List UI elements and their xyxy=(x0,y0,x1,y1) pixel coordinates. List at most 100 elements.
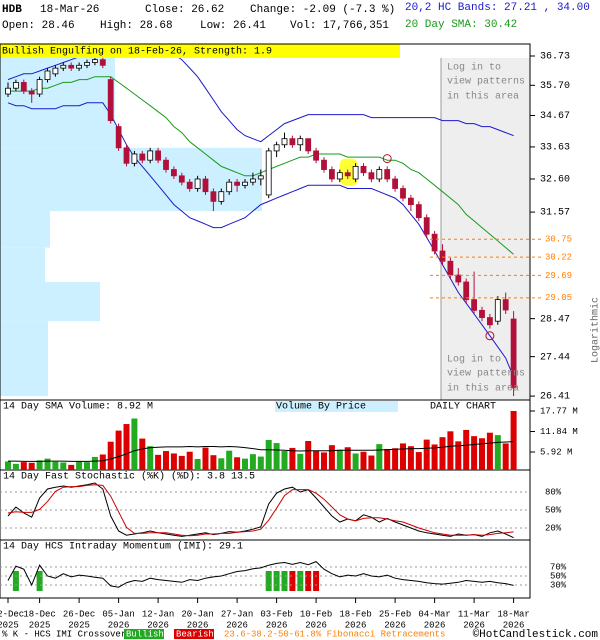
volume-bar xyxy=(400,443,406,470)
candle-body xyxy=(273,144,280,152)
x-tick-label: 20-Jan xyxy=(181,609,213,619)
x-tick-label: 2026 xyxy=(424,620,446,630)
volume-bar xyxy=(494,435,501,470)
x-tick-label: 2025 xyxy=(29,620,51,630)
volume-bar xyxy=(249,454,256,470)
candle-body xyxy=(313,150,320,161)
volume-bar xyxy=(392,448,399,470)
x-tick-label: 27-Jan xyxy=(221,609,253,619)
volume-bar xyxy=(218,458,225,470)
candle-body xyxy=(226,181,233,193)
candle-body xyxy=(234,181,241,186)
volume-bar xyxy=(265,439,272,470)
candle-body xyxy=(423,217,430,235)
imi-bar xyxy=(281,571,288,591)
y-tick-label: 26.41 xyxy=(540,392,570,403)
x-tick-label: 03-Feb xyxy=(260,609,292,619)
volume-bar xyxy=(5,461,11,470)
low: Low: 26.41 xyxy=(200,20,266,32)
x-tick-label: 18-Mar xyxy=(497,609,529,619)
y-tick-label: 70% xyxy=(550,562,567,572)
candle-body xyxy=(139,153,146,161)
candle-body xyxy=(92,59,98,63)
volume-bar xyxy=(336,449,343,470)
volume-bar xyxy=(68,464,75,470)
candle-body xyxy=(115,126,122,149)
candle-body xyxy=(147,150,154,161)
candle-body xyxy=(392,178,399,189)
y-tick-label: 50% xyxy=(550,571,567,581)
footer-bullish: Bullish xyxy=(126,629,164,639)
volume-bar xyxy=(186,451,193,470)
candle-body xyxy=(352,166,359,180)
x-tick-label: 26-Dec xyxy=(63,609,95,619)
candle-body xyxy=(257,175,264,180)
date: 18-Mar-26 xyxy=(40,4,99,16)
volume-bar xyxy=(194,458,201,470)
volume-bar xyxy=(510,411,517,470)
volume-bar xyxy=(289,447,296,470)
x-tick-label: 2026 xyxy=(108,620,130,630)
candle-body xyxy=(510,318,517,389)
volume-bar xyxy=(471,436,478,470)
imi-bar xyxy=(273,571,280,591)
volume-bar xyxy=(281,451,288,470)
x-tick-label: 18-Dec xyxy=(23,609,55,619)
volume-bar xyxy=(115,430,122,470)
volume-by-price-bar xyxy=(0,211,50,248)
footer-bearish: Bearish xyxy=(176,629,214,639)
imi-bar xyxy=(289,571,296,591)
volume-bar xyxy=(84,462,90,470)
volume-bar xyxy=(376,444,383,470)
volume-bar xyxy=(20,462,27,470)
imi-line xyxy=(7,561,514,588)
pattern-banner: Bullish Engulfing on 18-Feb-26, Strength… xyxy=(2,46,272,58)
candle-body xyxy=(289,138,296,146)
x-tick-label: 2026 xyxy=(187,620,209,630)
candle-body xyxy=(281,138,288,146)
y-tick-label: 27.44 xyxy=(540,352,570,363)
candle-body xyxy=(155,150,162,161)
fib-label: 29.05 xyxy=(545,293,572,303)
y-tick-label: 80% xyxy=(545,487,562,497)
candle-body xyxy=(305,138,312,152)
x-tick-label: 12-Dec xyxy=(0,609,24,619)
candle-body xyxy=(60,64,67,69)
volume-label: 14 Day SMA Volume: 8.92 M xyxy=(3,401,153,413)
volume-bar xyxy=(226,450,233,470)
stochastic-line xyxy=(7,482,514,539)
volume-total: Vol: 17,766,351 xyxy=(290,20,389,32)
volume-bar xyxy=(60,462,67,470)
volume-bar xyxy=(328,445,335,470)
candle-body xyxy=(376,169,383,180)
x-tick-label: 25-Feb xyxy=(379,609,411,619)
volume-bar xyxy=(202,447,209,470)
candle-body xyxy=(36,79,43,95)
high: High: 28.68 xyxy=(100,20,173,32)
fib-label: 30.22 xyxy=(545,253,572,263)
candle-body xyxy=(52,67,59,75)
candle-body xyxy=(471,299,478,311)
volume-bar xyxy=(147,446,154,470)
locked-text: Log in to xyxy=(447,62,501,74)
volume-bar xyxy=(447,431,454,470)
candle-body xyxy=(384,169,391,180)
vbp-label: Volume By Price xyxy=(276,401,366,413)
volume-bar xyxy=(76,461,83,470)
x-tick-label: 05-Jan xyxy=(102,609,134,619)
close: Close: 26.62 xyxy=(145,4,224,16)
change: Change: -2.09 (-7.3 %) xyxy=(250,4,395,16)
price-panel xyxy=(0,44,530,400)
x-tick-label: 11-Mar xyxy=(458,609,490,619)
candle-body xyxy=(265,150,272,196)
vbp-label-bg xyxy=(275,401,398,412)
x-tick-label: 18-Feb xyxy=(339,609,371,619)
candle-body xyxy=(447,260,454,276)
volume-bar xyxy=(99,454,106,470)
x-tick-label: 2026 xyxy=(266,620,288,630)
volume-bar xyxy=(123,424,130,470)
x-tick-label: 2026 xyxy=(463,620,485,630)
sma-legend: 20 Day SMA: 30.42 xyxy=(405,19,517,31)
stoch-label: 14 Day Fast Stochastic (%K) (%D): 3.8 13… xyxy=(3,471,255,483)
volume-bar xyxy=(52,461,59,470)
